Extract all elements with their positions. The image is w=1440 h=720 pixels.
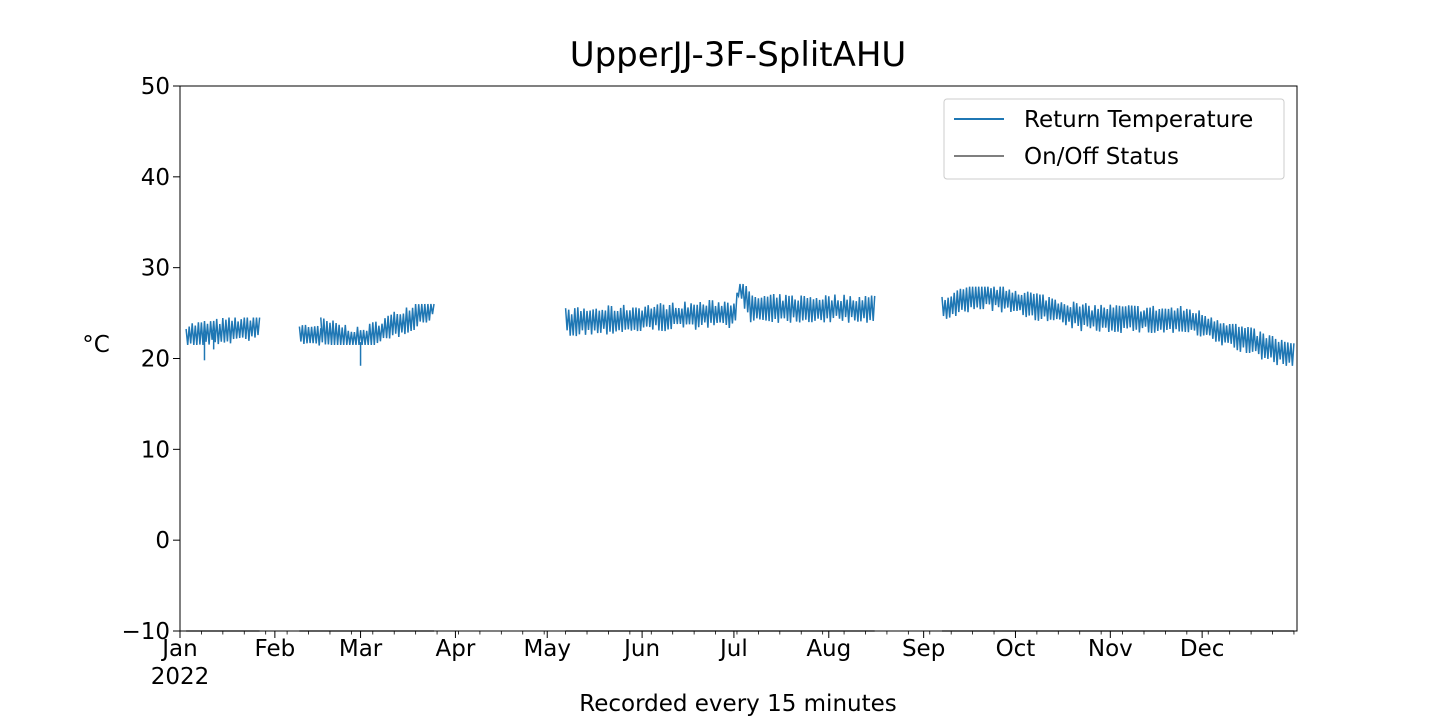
y-tick-label: 0 xyxy=(155,528,170,554)
return-temperature-line xyxy=(298,324,322,346)
plot-area xyxy=(185,283,1295,632)
x-tick-label: Nov xyxy=(1088,636,1133,662)
x-tick-label: Feb xyxy=(255,636,296,662)
x-year-label: 2022 xyxy=(151,664,210,690)
return-temperature-line xyxy=(941,286,1295,366)
legend: Return Temperature On/Off Status xyxy=(943,98,1285,180)
plot-frame xyxy=(179,85,1298,632)
y-tick-label: 50 xyxy=(141,74,170,100)
return-temperature-line xyxy=(320,303,435,345)
x-tick-label: May xyxy=(523,636,571,662)
y-tick-label: 20 xyxy=(141,347,170,373)
x-tick-label: Apr xyxy=(436,636,476,662)
legend-label-on-off-status: On/Off Status xyxy=(1024,144,1179,170)
chart-title: UpperJJ-3F-SplitAHU xyxy=(570,35,907,75)
x-tick-label: Jan xyxy=(160,636,197,662)
x-tick-label: Sep xyxy=(902,636,945,662)
x-tick-label: Dec xyxy=(1180,636,1225,662)
axis-ticks: −10 0 10 20 30 40 50 Jan Feb Mar Apr May Jun Jul Aug Se… xyxy=(121,74,1295,662)
y-tick-label: 30 xyxy=(141,256,170,282)
x-tick-label: Jul xyxy=(718,636,748,662)
y-tick-label: 40 xyxy=(141,165,170,191)
x-tick-label: Oct xyxy=(996,636,1036,662)
y-tick-label: −10 xyxy=(121,619,170,645)
x-tick-label: Jun xyxy=(622,636,660,662)
y-tick-label: 10 xyxy=(141,437,170,463)
legend-box xyxy=(943,98,1285,180)
legend-label-return-temperature: Return Temperature xyxy=(1024,107,1253,133)
return-temperature-line xyxy=(185,317,261,345)
return-temperature-line xyxy=(564,283,876,337)
x-tick-label: Aug xyxy=(806,636,851,662)
y-axis-label: °C xyxy=(82,332,110,358)
x-tick-label: Mar xyxy=(339,636,383,662)
x-axis-label: Recorded every 15 minutes xyxy=(579,691,897,717)
